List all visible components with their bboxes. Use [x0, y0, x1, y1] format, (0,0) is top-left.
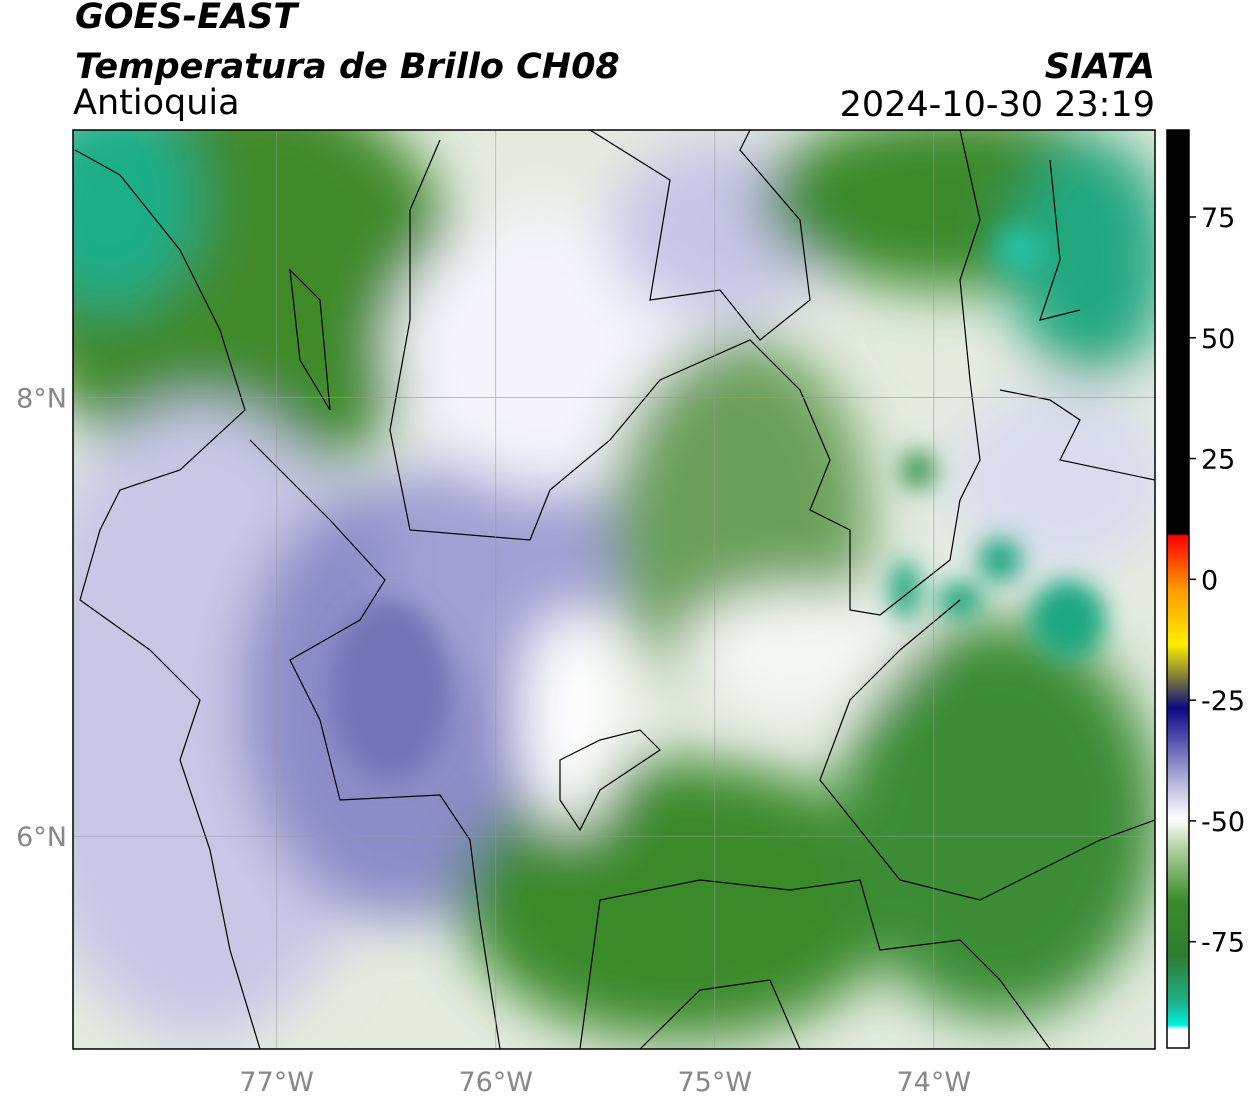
x-tick-label: 77°W: [239, 1067, 314, 1098]
title: GOES-EAST: [75, 0, 300, 37]
x-tick-label: 74°W: [897, 1067, 972, 1098]
source: SIATA: [1045, 47, 1155, 87]
colorbar-ticks: 75 50 25 0 -25 -50 -75: [1189, 203, 1245, 959]
colorbar-tick-label: -25: [1201, 686, 1245, 717]
colorbar-tick-label: 50: [1201, 324, 1235, 355]
map-frame: [72, 129, 1156, 1050]
x-tick-label: 75°W: [677, 1067, 752, 1098]
satellite-image: [73, 130, 1155, 1049]
region: Antioquia: [73, 83, 240, 123]
colorbar-tick-label: 75: [1201, 203, 1235, 234]
boundaries: [74, 130, 1155, 1049]
colorbar-tick-label: 25: [1201, 445, 1235, 476]
colorbar: [1166, 129, 1190, 1049]
colorbar-tick-label: 0: [1201, 565, 1218, 596]
colorbar-tick-label: -50: [1201, 807, 1245, 838]
subtitle: Temperatura de Brillo CH08: [75, 47, 620, 87]
x-tick-label: 76°W: [458, 1067, 533, 1098]
colorbar-tick-label: -75: [1201, 928, 1245, 959]
graticule: [73, 130, 1155, 1049]
datetime: 2024-10-30 23:19: [840, 85, 1155, 125]
y-tick-label: 6°N: [16, 822, 67, 853]
y-tick-label: 8°N: [16, 384, 67, 415]
